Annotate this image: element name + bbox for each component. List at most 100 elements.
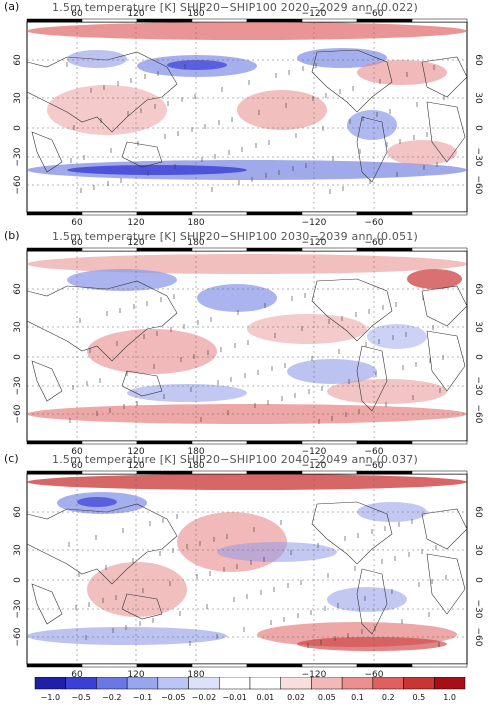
coastline: [31, 360, 63, 402]
frame-bar-bottom: [301, 663, 358, 668]
lat-label-left: 0: [13, 354, 23, 360]
anomaly-field: [27, 251, 467, 441]
colorbar-label: 0.1: [351, 693, 364, 702]
lat-label-right: 30: [473, 92, 483, 104]
frame-bar-top: [411, 247, 468, 252]
colorbar-label: 0.2: [382, 693, 395, 702]
anomaly-patch: [327, 587, 407, 612]
frame-bar-bottom: [246, 663, 303, 668]
frame-bar-top: [301, 247, 358, 252]
anomaly-patch: [27, 474, 467, 490]
frame-bar-bottom: [301, 211, 358, 216]
anomaly-field: [27, 474, 467, 664]
frame-bar-bottom: [191, 663, 248, 668]
frame-bar-bottom: [136, 211, 193, 216]
colorbar-label: −1.0: [41, 693, 60, 702]
anomaly-patch: [47, 85, 167, 135]
anomaly-patch: [67, 269, 177, 291]
frame-bar-bottom: [191, 440, 248, 445]
colorbar: −1.0 −0.5 −0.2 −0.1 −0.05 −0.02 −0.01 0.01 0.02 0…: [34, 677, 466, 702]
lon-label-bottom: −60: [365, 218, 384, 228]
coastline: [121, 593, 163, 620]
coastline: [421, 56, 467, 98]
frame-bar-top: [81, 470, 138, 475]
lon-label-top: −120: [302, 461, 327, 471]
lon-label-top: 180: [187, 461, 204, 471]
map-b: 60 60 120 120 180 180 −120 −120 −60 −60 60 30 0 −30 −6…: [13, 238, 483, 457]
frame-bar-top: [191, 18, 248, 23]
lon-label-bottom: −120: [302, 670, 327, 680]
coastline: [311, 501, 393, 565]
coastline: [121, 141, 163, 168]
lon-label-bottom: 120: [127, 218, 144, 228]
lon-label-bottom: 120: [127, 447, 144, 457]
panel-title-c: 1.5m temperature [K] SHIP20−SHIP100 2040…: [52, 453, 418, 466]
frame-bar-bottom: [81, 663, 138, 668]
anomaly-patch: [177, 512, 287, 572]
panel-c: (c) 1.5m temperature [K] SHIP20−SHIP100 …: [0, 452, 500, 684]
lon-label-top: −60: [365, 9, 384, 19]
lon-label-bottom: 180: [187, 670, 204, 680]
map-c: 60 60 120 120 180 180 −120 −120 −60 −60 60 30 0 −30 −6…: [13, 461, 483, 680]
colorbar-label: −0.05: [161, 693, 186, 702]
lat-label-left: 0: [13, 577, 23, 583]
lat-label-left: −30: [13, 376, 23, 395]
anomaly-patch: [407, 269, 462, 289]
lat-label-right: 60: [473, 54, 483, 66]
coastline: [27, 280, 178, 362]
lon-label-top: −120: [302, 238, 327, 248]
lat-label-right: −30: [473, 377, 483, 396]
frame-bar-top: [191, 470, 248, 475]
colorbar-swatch: [157, 677, 189, 690]
frame-bar-bottom: [191, 211, 248, 216]
colorbar-swatch: [126, 677, 159, 690]
coastline: [27, 503, 178, 585]
lat-label-left: −30: [13, 599, 23, 618]
frame-bar-bottom: [26, 440, 83, 445]
lat-label-right: −60: [473, 628, 483, 647]
anomaly-patch: [167, 60, 227, 70]
colorbar-swatch: [341, 677, 374, 690]
anomaly-patch: [367, 324, 427, 349]
lat-label-left: 60: [13, 506, 23, 518]
frame-bar-bottom: [136, 663, 193, 668]
colorbar-swatch: [219, 677, 251, 690]
lat-label-right: 60: [473, 283, 483, 295]
colorbar-swatch: [65, 677, 97, 690]
coastline: [426, 330, 466, 392]
colorbar-swatch: [372, 677, 404, 690]
colorbar-label: 1.0: [443, 693, 456, 702]
frame-bar-top: [246, 247, 303, 252]
frame-bar-top: [26, 18, 83, 23]
coastline: [356, 345, 388, 412]
lat-label-right: 0: [473, 577, 483, 583]
frame-bar-top: [81, 18, 138, 23]
anomaly-patch: [237, 90, 327, 130]
lat-label-left: 30: [13, 544, 23, 556]
lat-label-right: 30: [473, 544, 483, 556]
colorbar-swatch: [96, 677, 128, 690]
anomaly-patch: [217, 542, 337, 562]
lon-label-top: 120: [127, 461, 144, 471]
lon-label-top: 120: [127, 238, 144, 248]
colorbar-swatch: [403, 677, 435, 690]
colorbar-swatch: [34, 677, 66, 690]
frame-bar-bottom: [246, 211, 303, 216]
coastline: [31, 583, 63, 625]
anomaly-patch: [67, 165, 247, 175]
lon-label-bottom: 180: [187, 218, 204, 228]
anomaly-patch: [387, 140, 457, 165]
coastline: [421, 508, 467, 550]
frame-bar-top: [411, 470, 468, 475]
coastline: [356, 568, 388, 635]
lon-label-bottom: 180: [187, 447, 204, 457]
lat-label-right: 0: [473, 125, 483, 131]
anomaly-patch: [287, 359, 377, 384]
lat-label-left: 30: [13, 92, 23, 104]
lon-label-bottom: −120: [302, 218, 327, 228]
frame-bar-bottom: [356, 663, 413, 668]
anomaly-patch: [87, 562, 187, 617]
frame-bar-bottom: [356, 440, 413, 445]
lat-label-right: 30: [473, 321, 483, 333]
lon-label-top: 60: [71, 238, 83, 248]
